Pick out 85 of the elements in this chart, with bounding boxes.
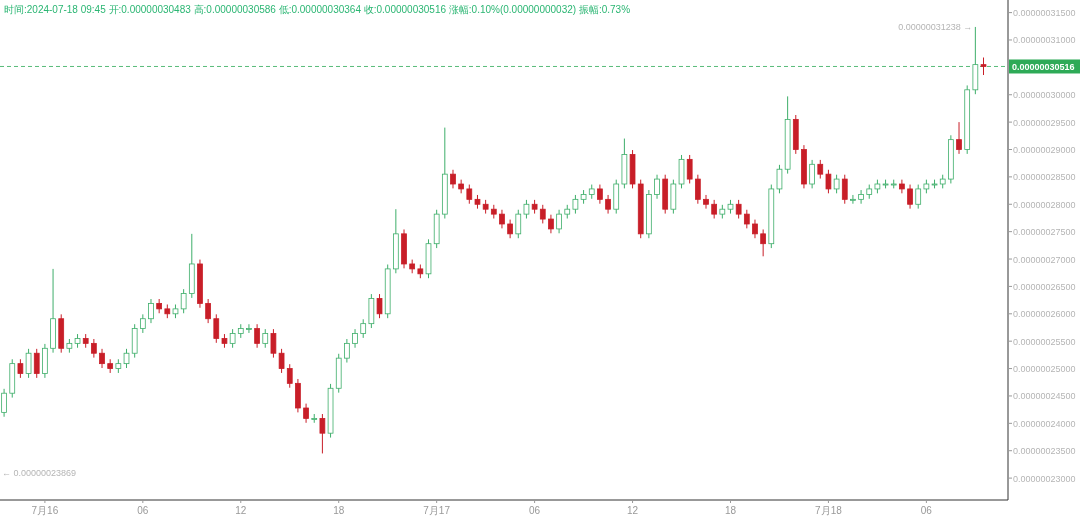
candlestick — [539, 204, 546, 224]
candlestick — [352, 328, 358, 349]
candlestick — [319, 413, 326, 454]
y-tick-label: 0.00000024500 — [1013, 391, 1076, 402]
candlestick — [139, 313, 146, 334]
candlestick — [254, 323, 260, 349]
y-tick-label: 0.00000026000 — [1013, 309, 1076, 320]
candlestick — [760, 228, 766, 257]
x-tick-label: 18 — [333, 505, 345, 516]
candlestick — [499, 209, 505, 229]
candlestick — [743, 209, 750, 229]
candlestick — [548, 214, 554, 234]
candlestick — [956, 121, 962, 155]
x-tick-label: 18 — [724, 505, 737, 516]
candlestick — [703, 194, 709, 210]
chart-title: 时间:2024-07-18 09:45 开:0.00000030483 高:0.00000030586 低:0.00000030364 收:0.00000030516 涨幅:0.10%(0.00000000032) 振幅:0.73% — [4, 4, 631, 15]
y-tick-label: 0.00000031000 — [1013, 35, 1076, 46]
candlestick — [841, 174, 848, 205]
y-tick-label: 0.00000027000 — [1013, 254, 1076, 265]
candlestick — [286, 363, 293, 389]
y-tick-label: 0.00000027500 — [1013, 227, 1076, 238]
y-tick-label: 0.00000023500 — [1013, 446, 1076, 457]
candlestick — [262, 328, 269, 349]
annotation: ← 0.00000023869 — [2, 468, 77, 478]
candlestick — [303, 403, 309, 424]
x-tick-label: 12 — [626, 505, 639, 516]
y-tick-label: 0.00000023000 — [1013, 473, 1076, 484]
candlestick — [148, 298, 154, 324]
candlestick — [915, 184, 922, 210]
candlestick — [809, 159, 815, 189]
candlestick — [605, 194, 611, 215]
candlestick — [523, 199, 530, 220]
y-tick-label: 0.00000031500 — [1013, 8, 1076, 19]
candlestick — [515, 209, 522, 239]
x-tick-label: 06 — [529, 505, 541, 516]
candlestick — [507, 219, 513, 239]
ref-line-label: 0.00000030516 — [1012, 61, 1075, 72]
x-tick-label: 7月17 — [423, 505, 451, 516]
annotation: 0.00000031238 → — [898, 21, 973, 32]
candlestick — [850, 194, 856, 205]
candlestick — [25, 348, 32, 379]
candlestick — [817, 159, 824, 180]
candlestick — [91, 338, 97, 359]
x-tick-label: 06 — [920, 505, 933, 516]
candlestick — [376, 293, 383, 319]
candlestick — [825, 169, 832, 194]
y-tick-label: 0.00000029500 — [1013, 117, 1076, 128]
y-tick-label: 0.00000029000 — [1013, 145, 1076, 156]
candlestick — [695, 174, 701, 205]
candlestick — [735, 199, 742, 220]
candlestick — [466, 184, 473, 205]
candlestick — [123, 348, 130, 369]
candlestick — [858, 189, 864, 205]
y-tick-label: 0.00000025500 — [1013, 336, 1076, 347]
x-tick-label: 7月18 — [815, 505, 843, 516]
candlestick — [246, 323, 252, 334]
candlestick — [752, 219, 758, 239]
y-tick-label: 0.00000030000 — [1013, 90, 1076, 101]
candlestick — [711, 199, 718, 220]
candlestick — [556, 209, 562, 234]
x-tick-label: 12 — [235, 505, 247, 516]
candlestick — [180, 288, 187, 314]
candlestick — [1, 388, 7, 418]
candlestick — [344, 338, 350, 364]
candlestick — [833, 174, 840, 194]
x-tick-label: 7月16 — [31, 505, 59, 516]
y-tick-label: 0.00000025000 — [1013, 364, 1076, 375]
y-tick-label: 0.00000028500 — [1013, 172, 1076, 183]
candlestick — [17, 358, 24, 379]
candlestick — [205, 298, 211, 324]
x-tick-label: 06 — [137, 505, 149, 516]
candlestick — [907, 184, 913, 210]
candlestick — [99, 348, 105, 369]
candlestick — [213, 313, 220, 344]
candlestick — [360, 318, 367, 339]
candlestick — [450, 169, 456, 189]
y-tick-label: 0.00000024000 — [1013, 418, 1076, 429]
y-tick-label: 0.00000028000 — [1013, 199, 1076, 210]
y-tick-label: 0.00000026500 — [1013, 281, 1076, 292]
candlestick — [597, 184, 603, 205]
candlestick — [776, 164, 783, 194]
candlestick — [654, 174, 660, 200]
candlestick — [33, 348, 40, 379]
candlestick — [229, 328, 236, 349]
candlestick — [686, 154, 693, 184]
